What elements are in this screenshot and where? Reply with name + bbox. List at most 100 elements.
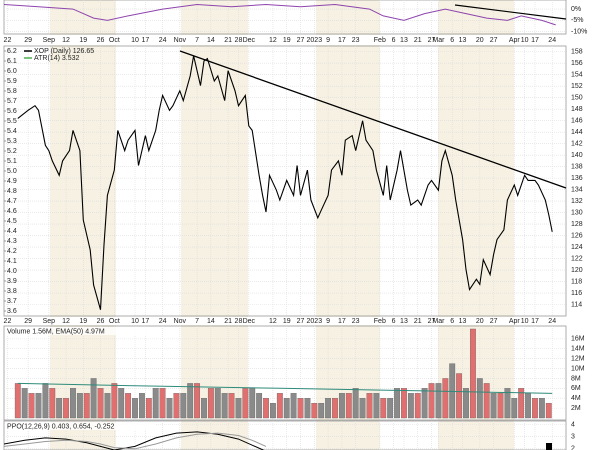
volume-bar (345, 393, 352, 419)
x-tick-label: 10 (521, 37, 529, 44)
legend-label: ATR(14) 3.532 (34, 55, 79, 62)
volume-bar (318, 403, 325, 419)
y-tick-label: 146 (571, 118, 583, 125)
y-tick-label: 0% (571, 6, 581, 13)
y-tick-label: 134 (571, 186, 583, 193)
x-tick-label: 24 (548, 37, 556, 44)
y-tick-label: 142 (571, 141, 583, 148)
y2-tick-label: 4.4 (7, 228, 17, 235)
label-bg (5, 422, 155, 430)
volume-bar (90, 378, 97, 419)
x-tick-label: 12 (269, 37, 277, 44)
volume-bar (173, 393, 180, 419)
volume-bar (201, 398, 207, 419)
x-tick-label: 22 (4, 37, 12, 44)
y-tick-label: 2 (571, 446, 575, 450)
y-tick-label: 120 (571, 267, 583, 274)
x-tick-label: 27 (428, 37, 436, 44)
x-tick-label: 13 (459, 318, 467, 325)
volume-bar (387, 398, 394, 419)
volume-bar (401, 388, 407, 419)
y2-tick-label: 3.7 (7, 298, 17, 305)
x-tick-label: 27 (297, 318, 305, 325)
panels: 0%-5%-10%1141161181201221241261281301321… (3, 0, 587, 450)
volume-bar (28, 393, 35, 419)
y2-tick-label: 5.2 (7, 148, 17, 155)
y-tick-label: 3 (571, 434, 575, 441)
x-tick-label: 21 (224, 318, 232, 325)
x-tick-label: 24 (159, 318, 167, 325)
x-tick-label: 12 (62, 318, 70, 325)
y-tick-label: 10M (571, 365, 585, 372)
x-tick-label: 12 (62, 37, 70, 44)
x-tick-label: 20 (476, 318, 484, 325)
volume-bar (56, 398, 63, 419)
volume-bar (545, 403, 552, 419)
y2-tick-label: 5.9 (7, 78, 17, 85)
y-tick-label: 8M (571, 375, 581, 382)
x-tick-label: 26 (97, 318, 105, 325)
y-tick-label: 122 (571, 255, 583, 262)
x-tick-label: 17 (338, 37, 346, 44)
series-line (4, 432, 267, 450)
volume-bar (207, 388, 214, 419)
volume-bar (435, 383, 442, 419)
volume-bar (490, 393, 497, 419)
y-tick-label: 16M (571, 336, 585, 343)
x-tick-label: 13 (459, 37, 467, 44)
x-tick-label: 24 (548, 318, 556, 325)
volume-bar (14, 383, 21, 419)
x-tick-label: 7 (195, 318, 199, 325)
shade (316, 0, 380, 450)
x-tick-label: 9 (326, 318, 330, 325)
volume-bar (325, 398, 332, 419)
x-tick-label: 19 (283, 318, 291, 325)
series-line (17, 382, 553, 394)
volume-bar (214, 388, 221, 419)
volume-bar (304, 398, 311, 419)
y-tick-label: 4M (571, 395, 581, 402)
x-tick-label: 2023 (307, 37, 323, 44)
x-tick-label: 7 (195, 37, 199, 44)
y-tick-label: -5% (571, 17, 583, 24)
volume-bar (187, 383, 194, 419)
x-tick-label: 17 (141, 318, 149, 325)
volume-bar (414, 393, 421, 419)
volume-bar (525, 393, 531, 419)
x-tick-label: 17 (141, 37, 149, 44)
x-tick-label: Oct (109, 318, 120, 325)
volume-bar (518, 388, 525, 419)
volume-bar (463, 388, 469, 419)
trend-line (454, 4, 567, 20)
volume-bar (504, 388, 511, 419)
x-tick-label: 6 (450, 37, 454, 44)
panel-label: PPO(12,26,9) 0.403, 0.654, -0.252 (7, 423, 115, 430)
volume-bar (270, 403, 276, 419)
y-tick-label: 140 (571, 152, 583, 159)
volume-bar (276, 393, 283, 419)
volume-bar (538, 398, 545, 419)
volume-bar (332, 398, 338, 419)
y2-tick-label: 3.9 (7, 278, 17, 285)
panel-border (3, 325, 567, 421)
volume-bar (145, 398, 152, 419)
x-tick-label: 13 (400, 37, 408, 44)
y-tick-label: 6M (571, 385, 581, 392)
y2-tick-label: 5.6 (7, 108, 17, 115)
volume-bar (449, 363, 456, 419)
y-tick-label: 14M (571, 346, 585, 353)
y-tick-label: 116 (571, 290, 582, 297)
volume-bar (49, 388, 56, 419)
volume-bar (428, 383, 435, 419)
y2-tick-label: 4.5 (7, 218, 17, 225)
volume-bar (228, 393, 235, 419)
volume-bar (532, 398, 538, 419)
volume-bar (338, 393, 345, 419)
volume-bar (421, 388, 428, 419)
volume-bar (511, 398, 518, 419)
volume-bar (469, 328, 476, 419)
volume-bar (380, 398, 387, 419)
series-line (4, 3, 556, 26)
y-tick-label: 124 (571, 244, 583, 251)
